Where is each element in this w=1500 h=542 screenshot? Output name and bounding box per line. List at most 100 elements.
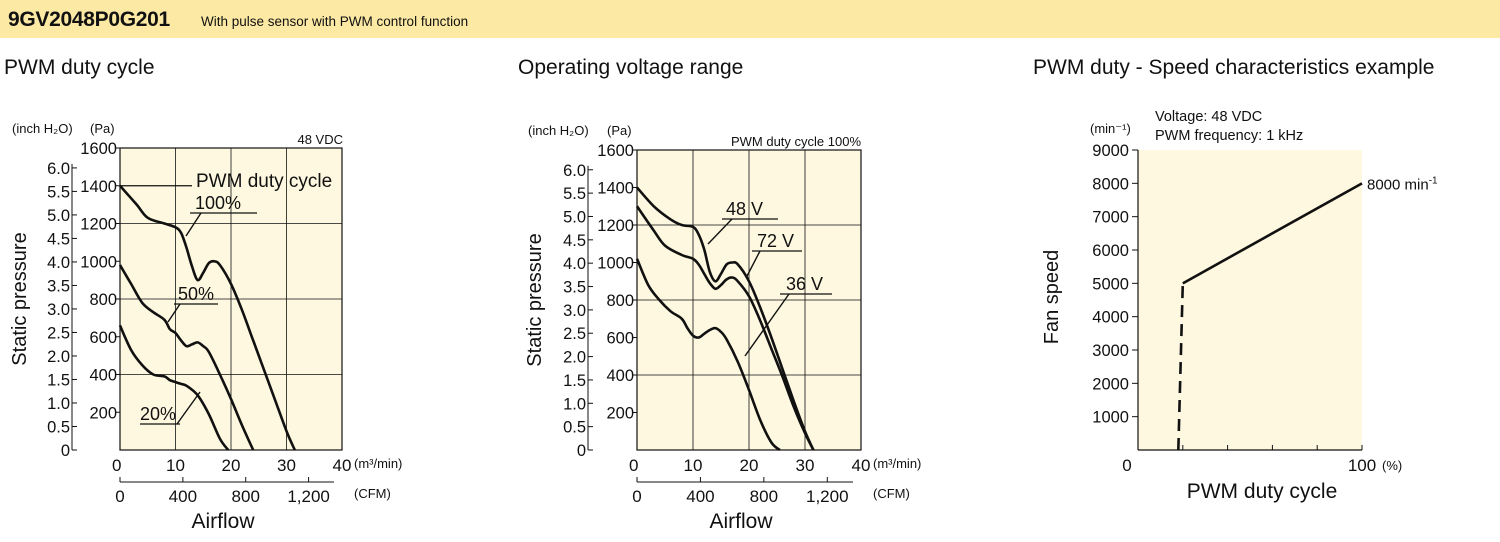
chart1-ytick-label-inch: 5.0 bbox=[47, 207, 70, 225]
chart1-y-unit-inch: (inch H₂O) bbox=[12, 121, 73, 136]
chart2-ytick-label-pa: 200 bbox=[606, 405, 634, 423]
chart3-end-label-sup: -1 bbox=[1429, 175, 1438, 186]
chart2-series-line bbox=[635, 258, 781, 452]
chart3-ytick-label: 1000 bbox=[1092, 409, 1129, 427]
chart1-ytick-label-inch: 3.0 bbox=[47, 301, 70, 319]
chart1-series-leader bbox=[167, 303, 181, 323]
chart1-x-unit: (m³/min) bbox=[354, 456, 402, 471]
chart2-ytick-label-inch: 2.0 bbox=[563, 349, 586, 367]
chart2-ytick-label-inch: 1.0 bbox=[563, 395, 586, 413]
chart2-series-label: 36 V bbox=[786, 274, 823, 294]
chart2-ytick-label-inch: 0 bbox=[577, 442, 586, 460]
chart3-x-axis-label: PWM duty cycle bbox=[1187, 480, 1338, 503]
chart1-ytick-label-pa: 200 bbox=[89, 404, 117, 422]
chart2-ytick-label-pa: 800 bbox=[606, 292, 634, 310]
chart2-series-line bbox=[636, 186, 815, 451]
chart3-ytick-label: 2000 bbox=[1092, 375, 1129, 393]
chart3-end-label: 8000 min-1 bbox=[1367, 175, 1438, 193]
chart2-ytick-label-pa: 1200 bbox=[597, 217, 634, 235]
chart1-ytick-label-inch: 2.5 bbox=[47, 324, 70, 342]
chart1-x2tick-label: 400 bbox=[169, 487, 197, 506]
chart3-title: PWM duty - Speed characteristics example bbox=[1033, 56, 1435, 79]
chart2-ytick-label-inch: 3.5 bbox=[563, 279, 586, 297]
chart2-title: Operating voltage range bbox=[518, 56, 744, 79]
chart3-plot-area bbox=[1138, 150, 1362, 450]
chart3-ytick-label: 4000 bbox=[1092, 309, 1129, 327]
chart2-y-axis-label: Static pressure bbox=[524, 233, 546, 366]
chart1-x2-unit: (CFM) bbox=[354, 486, 391, 501]
chart2-x-axis-label: Airflow bbox=[709, 510, 773, 533]
chart2-x2tick-label: 0 bbox=[632, 487, 641, 506]
chart2-ytick-label-pa: 1000 bbox=[597, 255, 634, 273]
chart3-xtick-label: 0 bbox=[1122, 456, 1131, 475]
chart2-ytick-label-inch: 0.5 bbox=[563, 419, 586, 437]
header-banner: 9GV2048P0G201 With pulse sensor with PWM… bbox=[0, 0, 1500, 38]
chart3-ytick-label: 3000 bbox=[1092, 342, 1129, 360]
chart2-series-label: 48 V bbox=[726, 199, 763, 219]
chart2-ytick-label-inch: 1.5 bbox=[563, 372, 586, 390]
chart2-ytick-label-pa: 400 bbox=[606, 367, 634, 385]
chart3-x-unit: (%) bbox=[1382, 458, 1402, 473]
chart1-ytick-label-pa: 400 bbox=[89, 367, 117, 385]
chart3-note: Voltage: 48 VDC bbox=[1155, 109, 1262, 125]
chart2-xtick-label: 10 bbox=[684, 456, 703, 475]
chart2-xtick-label: 20 bbox=[740, 456, 759, 475]
chart1-x2tick-label: 800 bbox=[232, 487, 260, 506]
chart2-series-leader bbox=[744, 293, 790, 357]
chart2-xtick-label: 0 bbox=[629, 456, 638, 475]
chart2-series-leader bbox=[707, 218, 733, 245]
chart1-ytick-label-inch: 4.5 bbox=[47, 230, 70, 248]
chart2-y-unit-inch: (inch H₂O) bbox=[528, 123, 589, 138]
chart2-ytick-label-inch: 3.0 bbox=[563, 302, 586, 320]
chart1-series-leader bbox=[185, 212, 202, 237]
chart1-ytick-label-pa: 600 bbox=[89, 329, 117, 347]
chart1-ytick-label-inch: 5.5 bbox=[47, 183, 70, 201]
chart1-series-label: 100% bbox=[195, 193, 241, 213]
chart1-legend-title: PWM duty cycle bbox=[196, 171, 332, 192]
chart3-ytick-label: 7000 bbox=[1092, 209, 1129, 227]
chart1-ytick-label-inch: 0 bbox=[61, 442, 70, 460]
chart2-x2-unit: (CFM) bbox=[873, 486, 910, 501]
chart1-series-line bbox=[118, 324, 230, 451]
chart1-xtick-label: 30 bbox=[277, 456, 296, 475]
chart1-xtick-label: 20 bbox=[222, 456, 241, 475]
chart2-ytick-label-inch: 4.5 bbox=[563, 232, 586, 250]
chart1-ytick-label-inch: 2.0 bbox=[47, 348, 70, 366]
chart2-ytick-label-inch: 2.5 bbox=[563, 325, 586, 343]
chart1-series-label: 20% bbox=[140, 404, 176, 424]
chart1-x2tick-label: 0 bbox=[115, 487, 124, 506]
chart1-ytick-label-inch: 1.0 bbox=[47, 395, 70, 413]
chart1-x2tick-label: 1,200 bbox=[287, 487, 330, 506]
chart1-xtick-label: 10 bbox=[166, 456, 185, 475]
chart1-ytick-label-pa: 1200 bbox=[80, 216, 117, 234]
chart3-ytick-label: 8000 bbox=[1092, 175, 1129, 193]
chart3-ytick-label: 6000 bbox=[1092, 242, 1129, 260]
chart2-ytick-label-inch: 5.0 bbox=[563, 208, 586, 226]
chart3-ytick-label: 9000 bbox=[1092, 142, 1129, 160]
chart3-y-axis-label: Fan speed bbox=[1041, 250, 1063, 345]
chart3-series-line bbox=[1182, 182, 1363, 285]
chart2-note: PWM duty cycle 100% bbox=[731, 134, 861, 149]
chart1-series-label: 50% bbox=[178, 284, 214, 304]
chart1-y-unit-pa: (Pa) bbox=[90, 121, 115, 136]
chart1-xtick-label: 40 bbox=[333, 456, 352, 475]
chart2-x2tick-label: 1,200 bbox=[806, 487, 849, 506]
model-description: With pulse sensor with PWM control funct… bbox=[201, 14, 469, 29]
chart1-ytick-label-pa: 1400 bbox=[80, 178, 117, 196]
chart1-series-leader bbox=[176, 391, 201, 425]
chart2-ytick-label-inch: 5.5 bbox=[563, 185, 586, 203]
chart2-ytick-label-pa: 1400 bbox=[597, 180, 634, 198]
chart1-ytick-label-inch: 1.5 bbox=[47, 371, 70, 389]
chart3-y-unit: (min⁻¹) bbox=[1090, 121, 1131, 136]
chart2-series-label: 72 V bbox=[757, 231, 794, 251]
chart1-ytick-label-pa: 1000 bbox=[80, 253, 117, 271]
chart2-x2tick-label: 800 bbox=[750, 487, 778, 506]
chart1-title: PWM duty cycle bbox=[4, 56, 155, 79]
chart1-ytick-label-inch: 3.5 bbox=[47, 277, 70, 295]
model-number: 9GV2048P0G201 bbox=[8, 8, 170, 31]
chart2-y-unit-pa: (Pa) bbox=[607, 123, 632, 138]
chart1-ytick-label-inch: 6.0 bbox=[47, 160, 70, 178]
chart3-xtick-label: 100 bbox=[1348, 456, 1376, 475]
chart1-ytick-label-pa: 800 bbox=[89, 291, 117, 309]
